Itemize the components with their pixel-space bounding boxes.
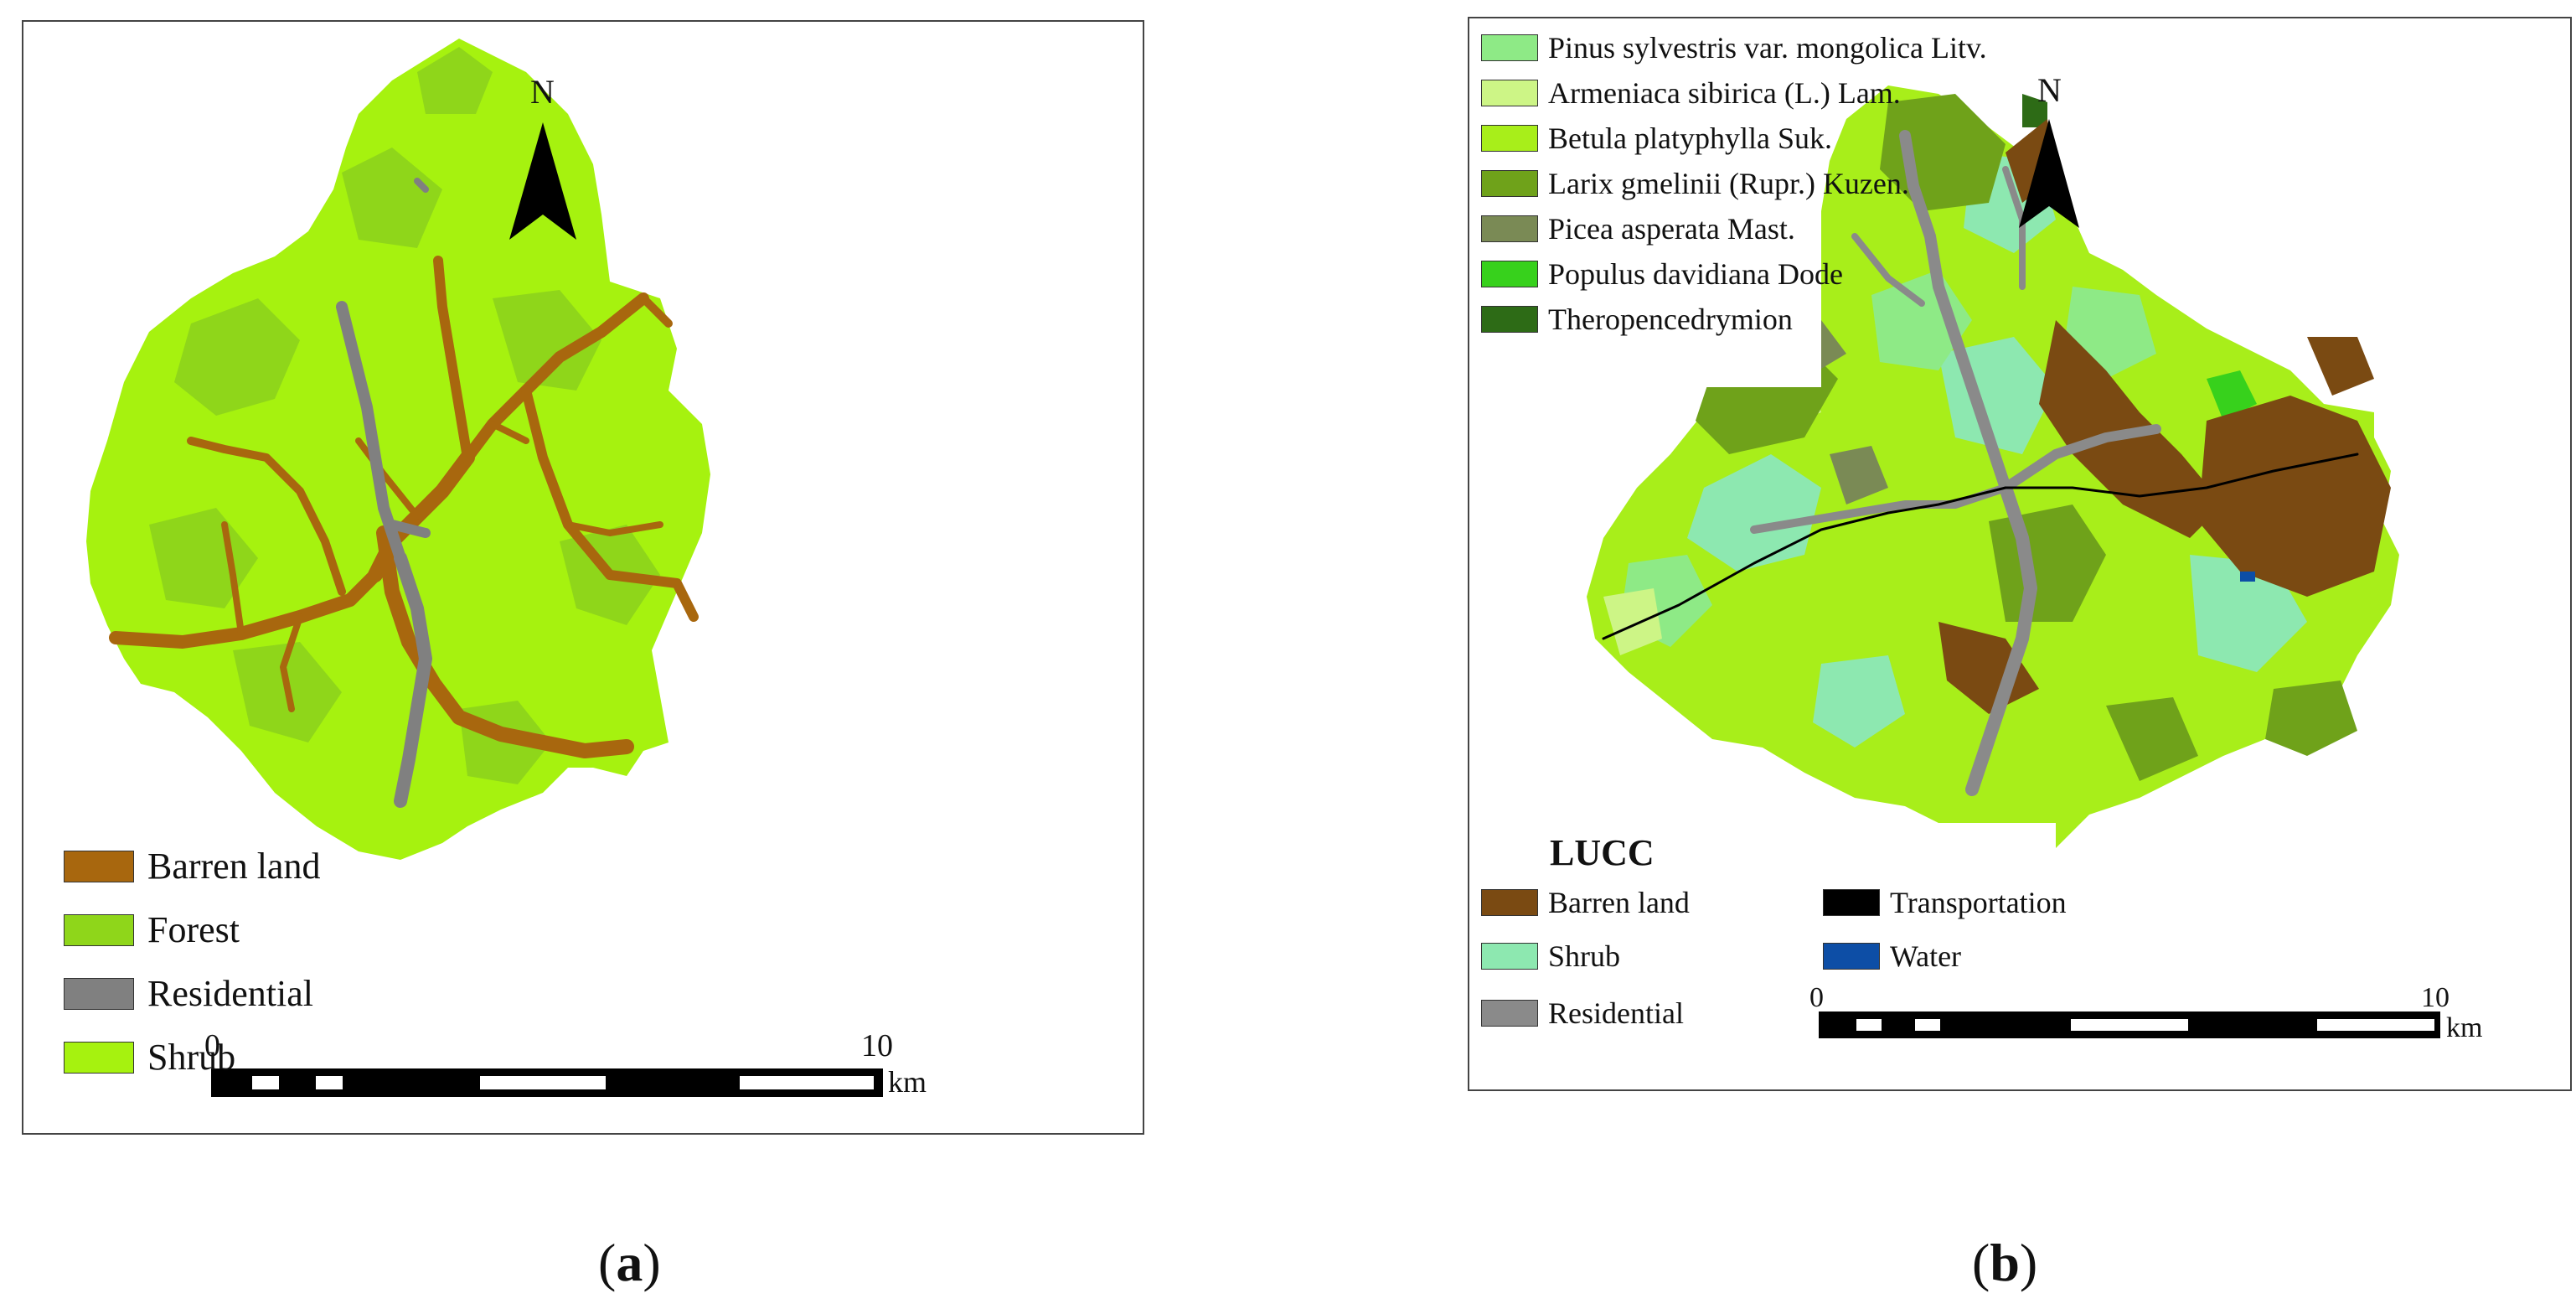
scale-bar — [211, 1068, 883, 1097]
legend-swatch-residential — [1481, 1000, 1538, 1027]
legend-item: Barren land — [1481, 885, 1690, 920]
legend-label: Shrub — [1548, 939, 1621, 973]
armeniaca-patch — [1603, 588, 1662, 655]
legend-label: Water — [1890, 939, 1962, 973]
forest-patch — [174, 298, 300, 416]
legend-label: Forest — [147, 909, 240, 950]
caption-letter: b — [1990, 1233, 2020, 1292]
water-body — [2240, 572, 2255, 582]
scale-start-label: 0 — [1809, 982, 1824, 1013]
legend-label: Betula platyphylla Suk. — [1548, 122, 1832, 155]
legend-item: Theropencedrymion — [1481, 302, 1793, 337]
legend-swatch-shrub — [1481, 943, 1538, 970]
legend-swatch-theropencedrymion — [1481, 306, 1538, 333]
residential-network — [336, 178, 432, 808]
scale-unit-label: km — [888, 1065, 927, 1099]
legend-label: Larix gmelinii (Rupr.) Kuzen. — [1548, 167, 1909, 200]
legend-swatch-transportation — [1823, 889, 1880, 916]
residential-network-b — [1750, 130, 2161, 796]
map-panel-b: N Pinus sylvestris var. mongolica Litv. … — [1468, 17, 2572, 1091]
scale-end-label: 10 — [2421, 982, 2450, 1013]
legend-label: Barren land — [147, 846, 321, 887]
legend-item: Armeniaca sibirica (L.) Lam. — [1481, 75, 1901, 111]
legend-item: Shrub — [64, 1036, 235, 1079]
legend-label: Shrub — [147, 1037, 236, 1078]
legend-label: Transportation — [1890, 886, 2067, 919]
caption-paren-open: ( — [598, 1233, 617, 1292]
barren-land-network — [109, 256, 699, 758]
legend-swatch-picea — [1481, 215, 1538, 242]
legend-item: Water — [1823, 939, 1961, 974]
caption-a: (a) — [598, 1232, 661, 1294]
legend-item: Pinus sylvestris var. mongolica Litv. — [1481, 30, 1987, 65]
legend-swatch-shrub — [64, 1041, 134, 1074]
legend-label: Residential — [147, 973, 313, 1014]
scale-unit-label: km — [2446, 1012, 2483, 1043]
legend-swatch-barren — [64, 850, 134, 882]
legend-item: Betula platyphylla Suk. — [1481, 121, 1832, 156]
legend-item: Shrub — [1481, 939, 1620, 974]
legend-swatch-betula — [1481, 125, 1538, 152]
vegetation-map-b — [1469, 18, 2440, 1089]
scale-end-label: 10 — [861, 1028, 893, 1063]
theropencedrymion-patch — [2022, 94, 2047, 127]
picea-patch — [1830, 446, 1888, 504]
north-label: N — [530, 73, 555, 111]
map-panel-a: N Barren land Forest Residential Shrub 0… — [22, 20, 1144, 1135]
caption-letter: a — [616, 1233, 643, 1292]
legend-label: Picea asperata Mast. — [1548, 212, 1795, 246]
legend-item: Residential — [64, 972, 313, 1015]
legend-item: Picea asperata Mast. — [1481, 211, 1795, 246]
scale-bar — [1819, 1012, 2440, 1038]
legend-swatch-barren — [1481, 889, 1538, 916]
lucc-legend-mask — [1469, 823, 2056, 1089]
legend-swatch-larix — [1481, 170, 1538, 197]
legend-swatch-pinus — [1481, 34, 1538, 61]
legend-swatch-water — [1823, 943, 1880, 970]
forest-patch — [417, 47, 493, 114]
north-arrow — [2019, 119, 2079, 228]
legend-label: Residential — [1548, 996, 1684, 1030]
legend-label: Populus davidiana Dode — [1548, 257, 1843, 291]
north-arrow — [509, 122, 576, 240]
forest-patch — [342, 147, 442, 248]
legend-swatch-residential — [64, 977, 134, 1010]
larix-patch — [2265, 680, 2357, 756]
watershed-base-area — [1587, 85, 2399, 856]
caption-b: (b) — [1972, 1232, 2037, 1294]
populus-patch — [2207, 370, 2257, 421]
legend-label: Theropencedrymion — [1548, 303, 1793, 336]
shrub-patch — [1687, 454, 1821, 572]
caption-paren-open: ( — [1972, 1233, 1990, 1292]
legend-item: Populus davidiana Dode — [1481, 256, 1843, 292]
legend-item: Residential — [1481, 996, 1684, 1031]
caption-paren-close: ) — [2019, 1233, 2038, 1292]
transportation-network — [1602, 453, 2359, 640]
land-use-map-a — [86, 39, 883, 1097]
lucc-legend-title: LUCC — [1550, 832, 1655, 873]
caption-paren-close: ) — [643, 1233, 661, 1292]
north-label: N — [2037, 71, 2062, 109]
barren-patch — [2307, 337, 2374, 396]
shrub-patch — [1813, 655, 1905, 748]
barren-patch — [1938, 622, 2039, 714]
legend-label: Armeniaca sibirica (L.) Lam. — [1548, 76, 1901, 110]
legend-item: Barren land — [64, 845, 320, 887]
legend-item: Transportation — [1823, 885, 2067, 920]
larix-patch — [2106, 697, 2198, 781]
barren-patch — [2198, 396, 2391, 597]
forest-patch — [493, 290, 601, 391]
legend-label: Pinus sylvestris var. mongolica Litv. — [1548, 31, 1987, 65]
scale-start-label: 0 — [204, 1028, 220, 1063]
legend-swatch-populus — [1481, 261, 1538, 287]
legend-label: Barren land — [1548, 886, 1690, 919]
legend-item: Forest — [64, 908, 240, 951]
legend-item: Larix gmelinii (Rupr.) Kuzen. — [1481, 166, 1909, 201]
legend-swatch-armeniaca — [1481, 80, 1538, 106]
legend-swatch-forest — [64, 913, 134, 946]
